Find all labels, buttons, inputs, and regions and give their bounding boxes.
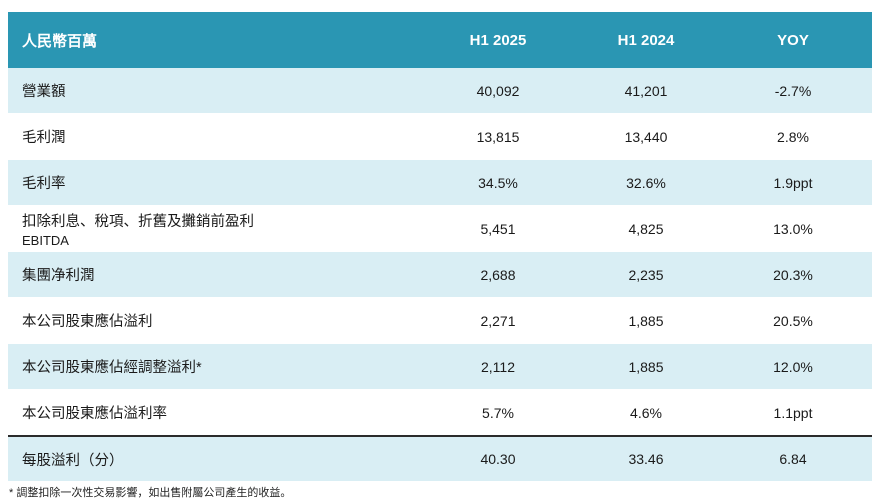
cell-h1-2025: 40.30 xyxy=(418,435,578,482)
row-label: 每股溢利（分） xyxy=(8,435,418,482)
table-row: 本公司股東應佔溢利 2,271 1,885 20.5% xyxy=(8,297,872,344)
financial-table: 人民幣百萬 H1 2025 H1 2024 YOY 營業額 40,092 41,… xyxy=(8,12,872,482)
table-row: 本公司股東應佔溢利率 5.7% 4.6% 1.1ppt xyxy=(8,389,872,437)
cell-yoy: -2.7% xyxy=(714,68,872,114)
row-label: 毛利潤 xyxy=(8,113,418,160)
cell-h1-2024: 13,440 xyxy=(578,113,714,160)
cell-h1-2024: 32.6% xyxy=(578,159,714,206)
cell-h1-2024: 33.46 xyxy=(578,435,714,482)
row-label-line1: 扣除利息、稅項、折舊及攤銷前盈利 xyxy=(22,213,254,230)
header-yoy: YOY xyxy=(714,12,872,68)
cell-h1-2025: 34.5% xyxy=(418,159,578,206)
row-label-line2: EBITDA xyxy=(22,232,69,248)
row-label: 營業額 xyxy=(8,68,418,114)
table-row: 本公司股東應佔經調整溢利* 2,112 1,885 12.0% xyxy=(8,343,872,390)
row-label: 本公司股東應佔溢利 xyxy=(8,297,418,344)
table-row: 毛利率 34.5% 32.6% 1.9ppt xyxy=(8,159,872,206)
table-row: 毛利潤 13,815 13,440 2.8% xyxy=(8,113,872,160)
table-row-eps: 每股溢利（分） 40.30 33.46 6.84 xyxy=(8,435,872,482)
footnote: * 調整扣除一次性交易影響，如出售附屬公司產生的收益。 xyxy=(9,487,292,499)
row-label: 毛利率 xyxy=(8,159,418,206)
cell-h1-2024: 4,825 xyxy=(578,205,714,252)
row-label: 本公司股東應佔經調整溢利* xyxy=(8,343,418,390)
table-row: 扣除利息、稅項、折舊及攤銷前盈利 EBITDA 5,451 4,825 13.0… xyxy=(8,205,872,252)
cell-h1-2025: 2,688 xyxy=(418,251,578,298)
cell-yoy: 1.9ppt xyxy=(714,159,872,206)
cell-h1-2024: 4.6% xyxy=(578,389,714,437)
cell-yoy: 12.0% xyxy=(714,343,872,390)
cell-yoy: 20.5% xyxy=(714,297,872,344)
cell-h1-2025: 5,451 xyxy=(418,205,578,252)
cell-yoy: 6.84 xyxy=(714,435,872,482)
cell-yoy: 1.1ppt xyxy=(714,389,872,437)
row-label: 集團净利潤 xyxy=(8,251,418,298)
cell-h1-2025: 2,112 xyxy=(418,343,578,390)
cell-yoy: 20.3% xyxy=(714,251,872,298)
cell-h1-2025: 2,271 xyxy=(418,297,578,344)
table-row: 集團净利潤 2,688 2,235 20.3% xyxy=(8,251,872,298)
cell-h1-2025: 40,092 xyxy=(418,68,578,114)
cell-yoy: 2.8% xyxy=(714,113,872,160)
cell-h1-2024: 1,885 xyxy=(578,343,714,390)
cell-h1-2024: 1,885 xyxy=(578,297,714,344)
cell-h1-2025: 13,815 xyxy=(418,113,578,160)
header-h1-2025: H1 2025 xyxy=(418,12,578,68)
table-row: 營業額 40,092 41,201 -2.7% xyxy=(8,68,872,114)
cell-h1-2025: 5.7% xyxy=(418,389,578,437)
row-label-ebitda: 扣除利息、稅項、折舊及攤銷前盈利 EBITDA xyxy=(8,205,418,252)
row-label: 本公司股東應佔溢利率 xyxy=(8,389,418,437)
cell-h1-2024: 41,201 xyxy=(578,68,714,114)
cell-h1-2024: 2,235 xyxy=(578,251,714,298)
header-h1-2024: H1 2024 xyxy=(578,12,714,68)
header-currency-unit: 人民幣百萬 xyxy=(8,12,418,68)
cell-yoy: 13.0% xyxy=(714,205,872,252)
table-header-row: 人民幣百萬 H1 2025 H1 2024 YOY xyxy=(8,12,872,68)
